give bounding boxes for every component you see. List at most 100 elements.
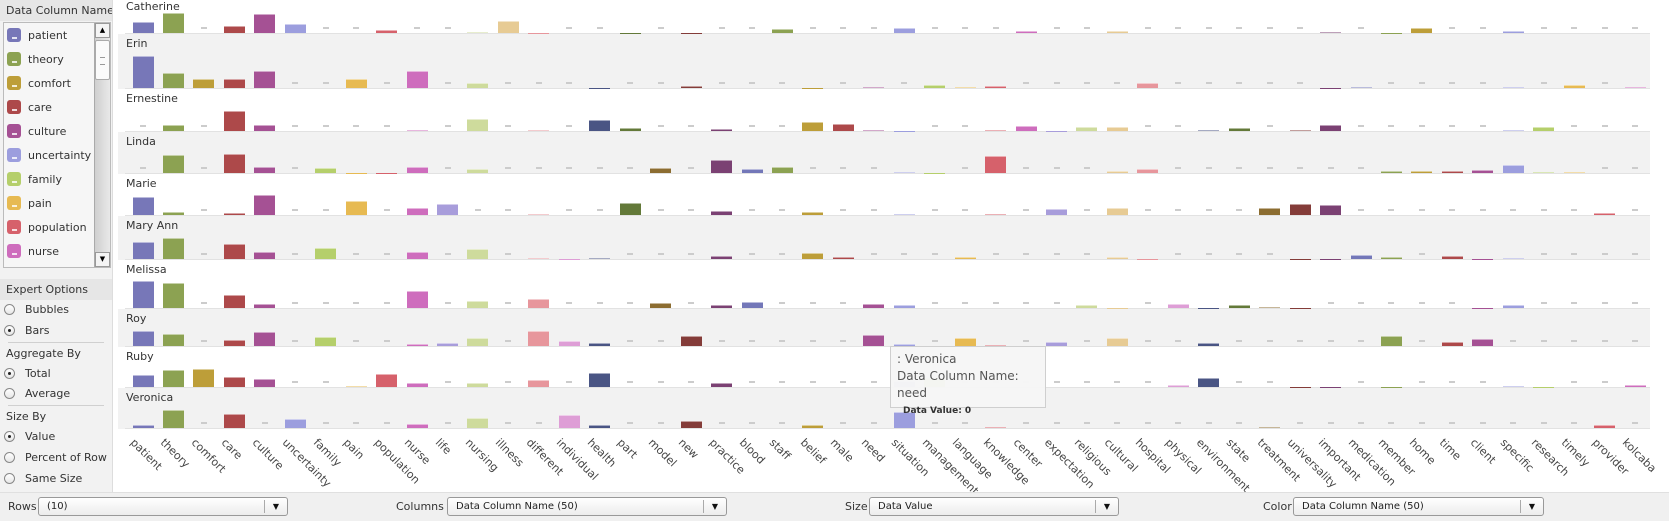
bar-theory[interactable] (163, 410, 184, 428)
bar-physical[interactable] (1168, 304, 1189, 308)
bar-client[interactable] (1472, 339, 1493, 346)
bar-situation[interactable] (894, 172, 915, 173)
bar-situation[interactable] (894, 28, 915, 33)
bar-nurse[interactable] (407, 167, 428, 173)
bar-nursing[interactable] (467, 301, 488, 308)
bar-nursing[interactable] (467, 169, 488, 173)
bar-nursing[interactable] (467, 338, 488, 346)
bar-center[interactable] (1016, 31, 1037, 33)
bar-practice[interactable] (711, 160, 732, 173)
bar-different[interactable] (528, 299, 549, 308)
bar-cultural[interactable] (1107, 208, 1128, 215)
legend-item-theory[interactable]: theory (7, 48, 64, 70)
radio-circle-selected[interactable] (4, 325, 15, 336)
color-swatch-icon[interactable] (7, 196, 21, 210)
bar-research[interactable] (1533, 127, 1554, 131)
bar-family[interactable] (315, 248, 336, 259)
bar-care[interactable] (224, 295, 245, 308)
color-swatch-icon[interactable] (7, 100, 21, 114)
bar-uncertainty[interactable] (285, 24, 306, 33)
bar-culture[interactable] (254, 14, 275, 33)
bar-different[interactable] (528, 380, 549, 387)
bar-theory[interactable] (163, 73, 184, 88)
bar-culture[interactable] (254, 71, 275, 88)
bar-need[interactable] (863, 87, 884, 88)
bar-member[interactable] (1381, 171, 1402, 173)
color-swatch-icon[interactable] (7, 220, 21, 234)
bar-important[interactable] (1320, 205, 1341, 215)
bar-cultural[interactable] (1107, 338, 1128, 346)
bar-nursing[interactable] (467, 249, 488, 259)
color-swatch-icon[interactable] (7, 52, 21, 66)
bar-specific[interactable] (1503, 258, 1524, 259)
radio-circle[interactable] (4, 473, 15, 484)
bar-knowledge[interactable] (985, 214, 1006, 215)
bar-culture[interactable] (254, 125, 275, 131)
bar-management[interactable] (924, 85, 945, 88)
bar-different[interactable] (528, 258, 549, 259)
bar-life[interactable] (437, 343, 458, 346)
bar-health[interactable] (589, 120, 610, 131)
bar-state[interactable] (1229, 128, 1250, 131)
bar-treatment[interactable] (1259, 427, 1280, 428)
bar-member[interactable] (1381, 336, 1402, 346)
radio-same-size[interactable]: Same Size (4, 472, 82, 485)
radio-bars[interactable]: Bars (4, 324, 50, 337)
legend-item-nurse[interactable]: nurse (7, 240, 59, 262)
bar-need[interactable] (863, 335, 884, 346)
bar-theory[interactable] (163, 212, 184, 215)
legend-item-family[interactable]: family (7, 168, 62, 190)
bar-universality[interactable] (1290, 204, 1311, 215)
bar-provider[interactable] (1594, 425, 1615, 428)
bar-theory[interactable] (163, 283, 184, 308)
bar-life[interactable] (437, 204, 458, 215)
bar-client[interactable] (1472, 170, 1493, 173)
bar-language[interactable] (955, 338, 976, 346)
bar-health[interactable] (589, 343, 610, 346)
bar-model[interactable] (650, 303, 671, 308)
bar-blood[interactable] (742, 302, 763, 308)
bar-culture[interactable] (254, 167, 275, 173)
bar-theory[interactable] (163, 13, 184, 33)
bar-belief[interactable] (802, 212, 823, 215)
radio-value[interactable]: Value (4, 430, 55, 443)
radio-circle[interactable] (4, 304, 15, 315)
bar-patient[interactable] (133, 22, 154, 33)
bar-culture[interactable] (254, 332, 275, 346)
bar-specific[interactable] (1503, 165, 1524, 173)
legend-item-comfort[interactable]: comfort (7, 72, 71, 94)
bar-religious[interactable] (1076, 127, 1097, 131)
color-dropdown[interactable]: Data Column Name (50) ▼ (1293, 497, 1544, 516)
bar-family[interactable] (315, 337, 336, 346)
bar-nursing[interactable] (467, 119, 488, 131)
bar-center[interactable] (1016, 126, 1037, 131)
radio-average[interactable]: Average (4, 387, 70, 400)
radio-bubbles[interactable]: Bubbles (4, 303, 69, 316)
legend-item-care[interactable]: care (7, 96, 52, 118)
bar-treatment[interactable] (1259, 307, 1280, 308)
bar-patient[interactable] (133, 375, 154, 387)
bar-physical[interactable] (1168, 385, 1189, 387)
bar-timely[interactable] (1564, 172, 1585, 173)
bar-care[interactable] (224, 414, 245, 428)
bar-hospital[interactable] (1137, 259, 1158, 260)
bar-knowledge[interactable] (985, 86, 1006, 89)
radio-circle-selected[interactable] (4, 368, 15, 379)
bar-part[interactable] (620, 203, 641, 215)
bar-comfort[interactable] (193, 369, 214, 387)
bar-care[interactable] (224, 213, 245, 215)
bar-different[interactable] (528, 214, 549, 215)
bar-kolcaba[interactable] (1625, 385, 1646, 388)
bar-situation[interactable] (894, 214, 915, 215)
bar-nurse[interactable] (407, 383, 428, 387)
bar-patient[interactable] (133, 56, 154, 88)
bar-knowledge[interactable] (985, 156, 1006, 173)
bar-nurse[interactable] (407, 71, 428, 88)
bar-nurse[interactable] (407, 130, 428, 131)
bar-pain[interactable] (346, 386, 367, 387)
bar-culture[interactable] (254, 252, 275, 259)
bar-specific[interactable] (1503, 305, 1524, 308)
bar-medication[interactable] (1351, 255, 1372, 259)
bar-health[interactable] (589, 373, 610, 387)
bar-nursing[interactable] (467, 32, 488, 33)
